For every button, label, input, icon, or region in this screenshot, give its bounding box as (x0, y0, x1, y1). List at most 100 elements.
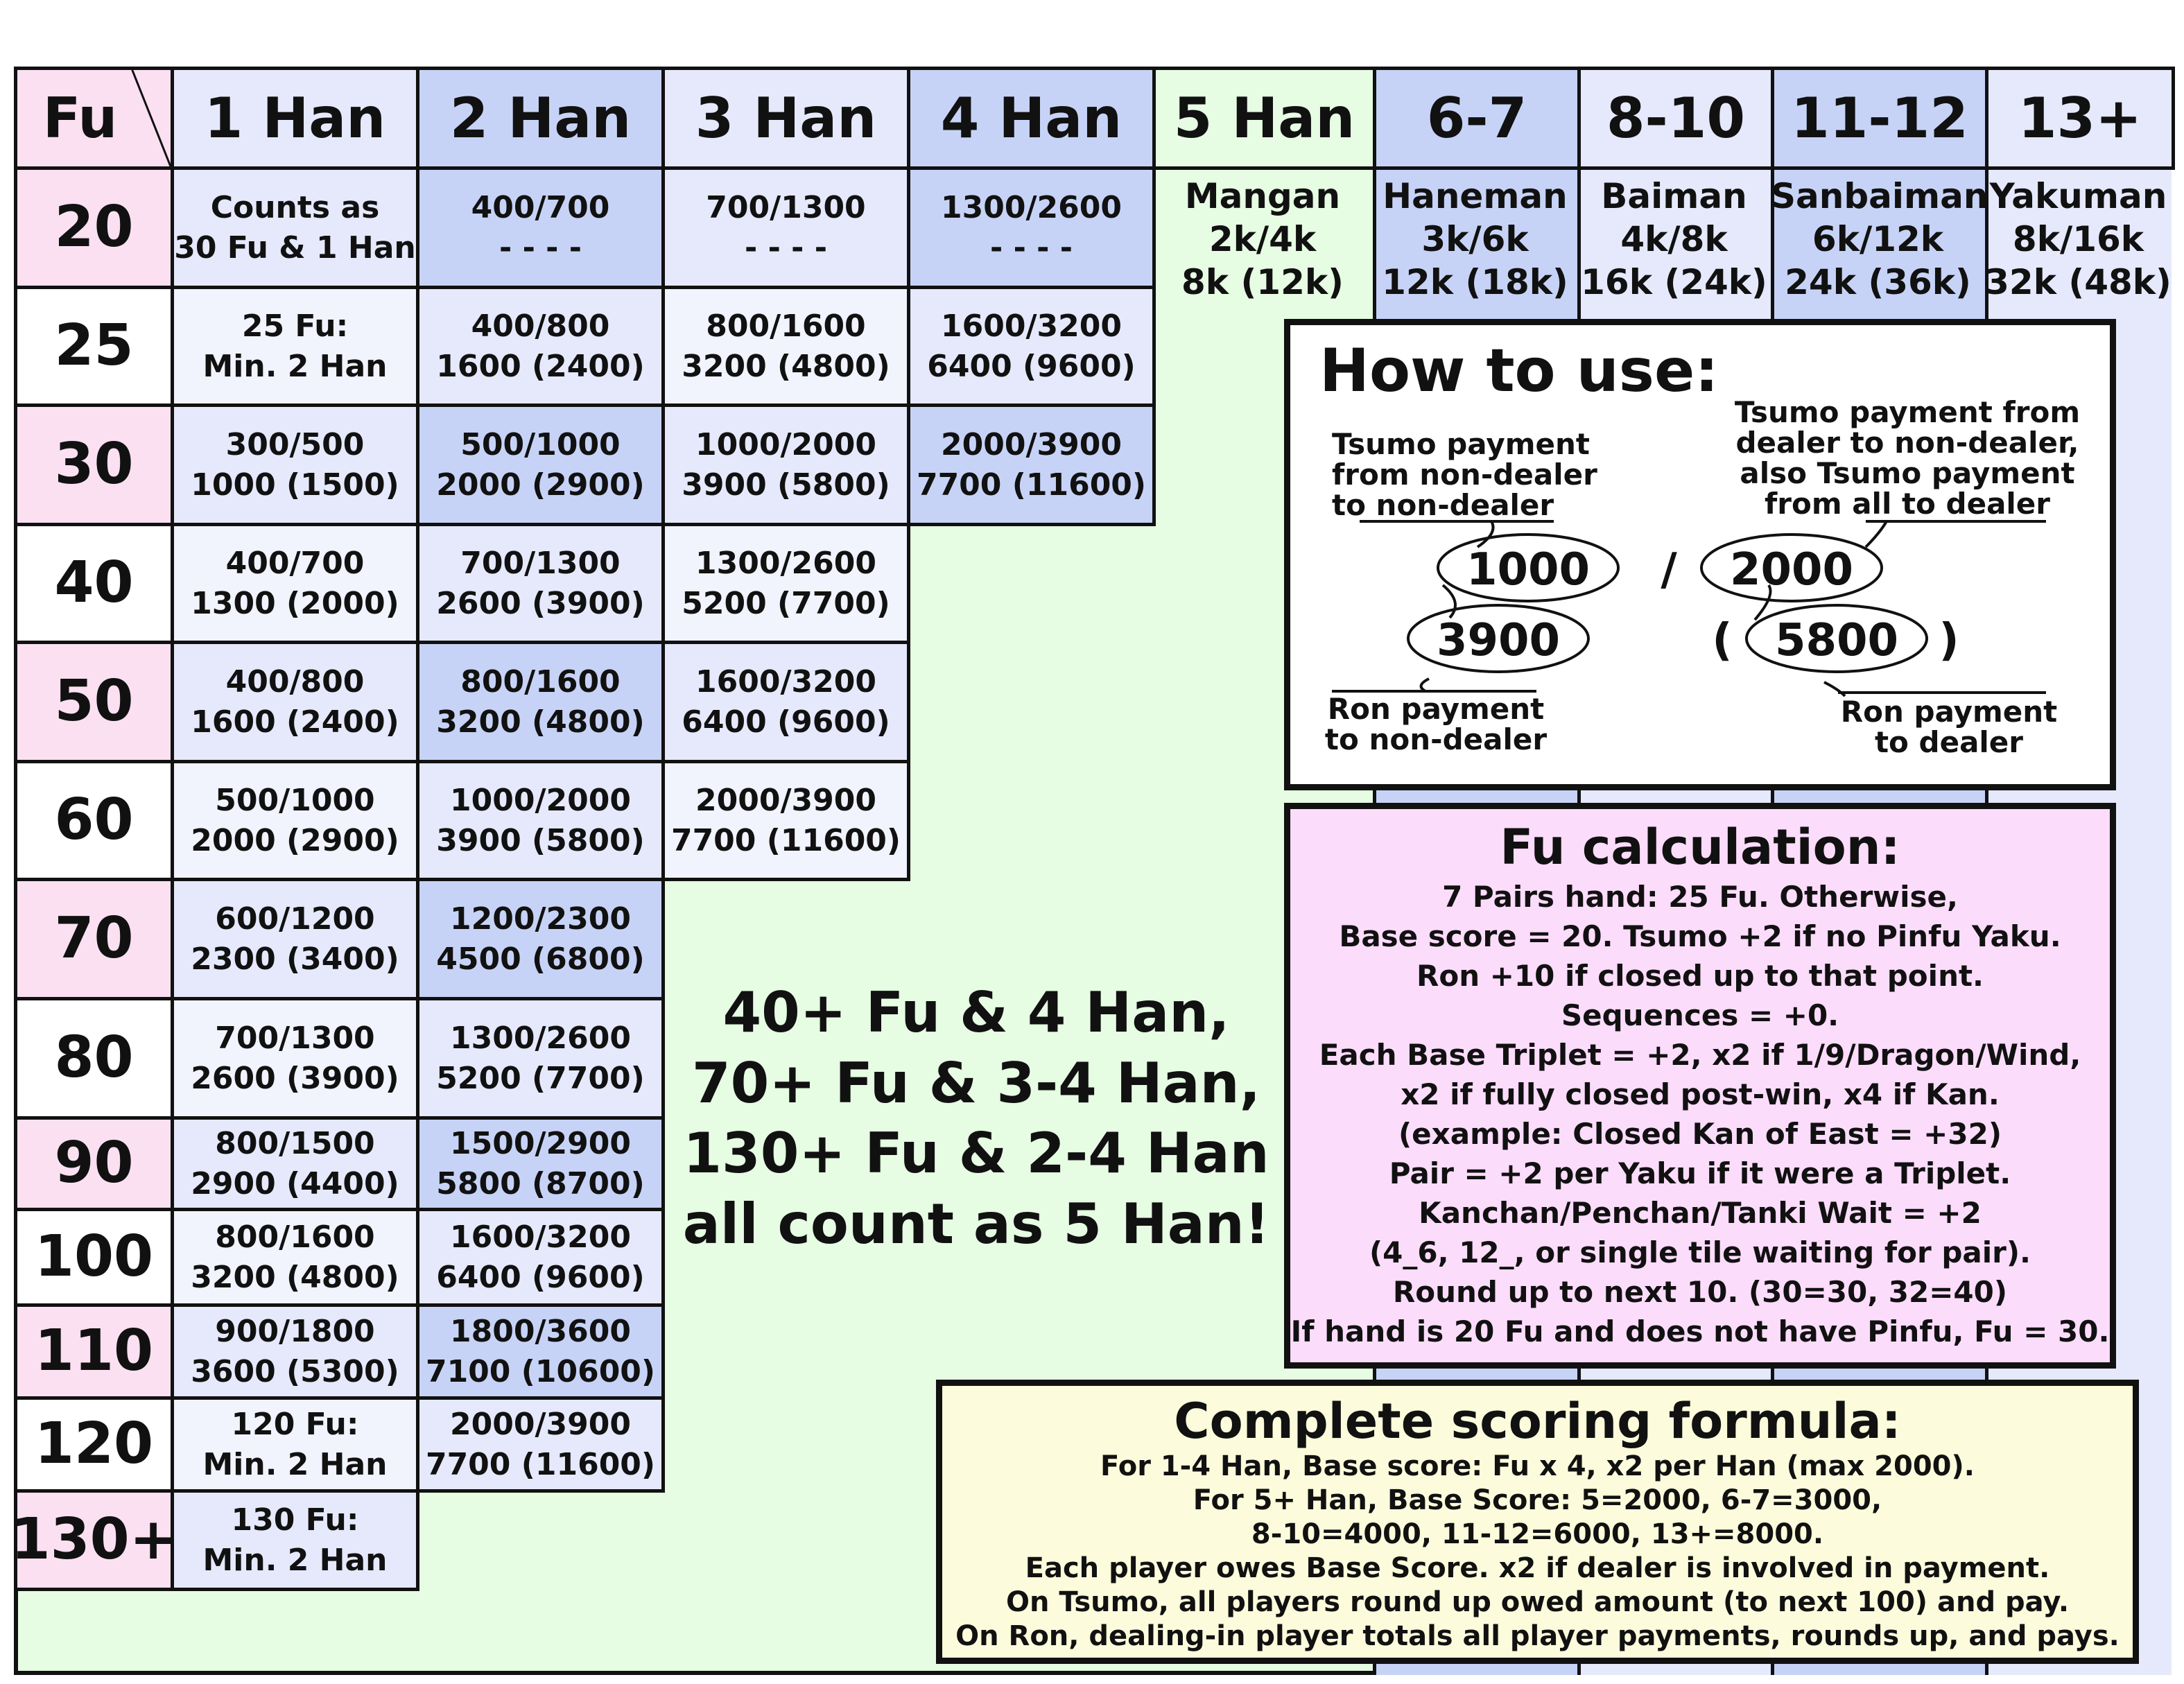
score-cell: 800/1600 3200 (4800) (171, 1208, 419, 1307)
open-paren-glyph: ( (1712, 615, 1733, 666)
formula-rule-line: For 5+ Han, Base Score: 5=2000, 6-7=3000… (1193, 1484, 1882, 1516)
score-cell-line: 1800/3600 (450, 1314, 631, 1350)
score-cell-line: 1000 (1500) (191, 467, 399, 503)
score-cell: 400/800 1600 (2400) (416, 286, 665, 407)
fu-row-label: 25 (14, 286, 174, 407)
callout-line: 40+ Fu & 4 Han, (722, 980, 1230, 1045)
score-cell: 1300/2600- - - - (907, 166, 1156, 289)
score-cell: 700/1300 2600 (3900) (171, 997, 419, 1120)
fu-rule-line: (example: Closed Kan of East = +32) (1398, 1117, 2002, 1151)
fu-rule-line: Each Base Triplet = +2, x2 if 1/9/Dragon… (1319, 1038, 2081, 1072)
how-to-use-diagram (1332, 520, 2046, 697)
score-cell-line: 1600/3200 (695, 664, 876, 700)
score-cell-line: 800/1500 (215, 1126, 375, 1162)
how-to-use-box: How to use: Tsumo payment from non-deale… (1284, 319, 2116, 790)
score-cell-line: 800/1600 (706, 309, 866, 345)
score-cell: 300/500 1000 (1500) (171, 403, 419, 526)
han-header-label: 2 Han (449, 85, 632, 150)
score-cell-line: 1300/2600 (941, 190, 1122, 226)
han-header-label: 11-12 (1791, 85, 1968, 150)
limit-tier-ron: 32k (48k) (1985, 262, 2172, 302)
han-column-header: 4 Han (907, 67, 1156, 170)
score-cell-line: 3600 (5300) (191, 1353, 399, 1389)
fu-value: 110 (34, 1318, 154, 1384)
fu-value: 90 (54, 1130, 134, 1197)
label-line: to non-dealer (1332, 488, 1554, 523)
fu-value: 40 (54, 550, 134, 616)
scoring-formula-box: Complete scoring formula: For 1-4 Han, B… (936, 1380, 2139, 1664)
fu-rule-line: Pair = +2 per Yaku if it were a Triplet. (1389, 1156, 2011, 1190)
score-cell: 1200/2300 4500 (6800) (416, 878, 665, 1000)
score-cell-line: 700/1300 (460, 546, 621, 582)
fu-value: 60 (54, 787, 134, 853)
limit-tier-payment: 8k/16k (2012, 219, 2144, 259)
score-cell: 500/1000 2000 (2900) (416, 403, 665, 526)
score-cell-line: 2000/3900 (695, 783, 876, 819)
label-ron-non-dealer: Ron payment to non-dealer (1318, 693, 1554, 755)
fu-calculation-rules: 7 Pairs hand: 25 Fu. Otherwise, Base scor… (1290, 877, 2110, 1351)
close-paren-glyph: ) (1939, 615, 1959, 666)
score-cell: 800/1600 3200 (4800) (416, 641, 665, 763)
fu-rule-line: Sequences = +0. (1561, 998, 1839, 1032)
han-column-header: 6-7 (1373, 67, 1581, 170)
fu-value: 25 (54, 313, 134, 379)
score-cell-line: 6400 (9600) (436, 1259, 645, 1295)
score-cell: 1300/2600 5200 (7700) (416, 997, 665, 1120)
fu-row-label: 100 (14, 1208, 174, 1307)
fu-rule-line: Round up to next 10. (30=30, 32=40) (1392, 1275, 2008, 1309)
score-cell-line: 5200 (7700) (436, 1060, 645, 1096)
formula-rule-line: Each player owes Base Score. x2 if deale… (1025, 1552, 2050, 1584)
score-cell-line: 3200 (4800) (191, 1259, 399, 1295)
score-cell-line: 4500 (6800) (436, 941, 645, 977)
score-cell-line: 500/1000 (460, 427, 621, 463)
fu-value: 130+ (10, 1507, 177, 1573)
label-tsumo-dealer: Tsumo payment from dealer to non-dealer,… (1734, 397, 2081, 519)
limit-tier-ron: 12k (18k) (1382, 262, 1568, 302)
formula-rule-line: 8-10=4000, 11-12=6000, 13+=8000. (1251, 1518, 1824, 1550)
limit-tier-name: Sanbaiman (1771, 176, 1988, 216)
score-cell-line: 900/1800 (215, 1314, 375, 1350)
fu-calculation-box: Fu calculation: 7 Pairs hand: 25 Fu. Oth… (1284, 803, 2116, 1369)
score-cell-line: 1600 (2400) (191, 704, 399, 740)
score-cell: Counts as 30 Fu & 1 Han (171, 166, 419, 289)
score-cell-line: 400/700 (225, 546, 365, 582)
header-divider-icon (17, 70, 171, 166)
score-cell: 25 Fu: Min. 2 Han (171, 286, 419, 407)
label-line: Ron payment (1840, 695, 2058, 729)
score-cell-line: 2300 (3400) (191, 941, 399, 977)
han-header-label: 1 Han (204, 85, 386, 150)
score-cell: 2000/3900 7700 (11600) (661, 760, 910, 881)
fu-rule-line: x2 if fully closed post-win, x4 if Kan. (1401, 1077, 2000, 1111)
callout-line: all count as 5 Han! (682, 1191, 1270, 1256)
score-cell: 1600/3200 6400 (9600) (416, 1208, 665, 1307)
value-tsumo-dealer: 2000 (1729, 544, 1854, 596)
han-column-header: 5 Han (1152, 67, 1376, 170)
score-cell-line: 400/800 (225, 664, 365, 700)
score-cell-line: 7100 (10600) (425, 1353, 656, 1389)
limit-tier: Mangan 2k/4k 8k (12k) (1152, 175, 1373, 304)
limit-tier-name: Baiman (1601, 176, 1747, 216)
score-cell: 2000/3900 7700 (11600) (416, 1396, 665, 1493)
score-cell: 1500/2900 5800 (8700) (416, 1116, 665, 1211)
score-cell: 900/1800 3600 (5300) (171, 1303, 419, 1400)
score-cell-line: 400/700 (471, 190, 610, 226)
score-cell-line: Min. 2 Han (202, 348, 388, 384)
fu-calculation-title: Fu calculation: (1500, 819, 1900, 876)
score-cell-line: 3900 (5800) (682, 467, 890, 503)
han-column-header: 1 Han (171, 67, 419, 170)
limit-tier-name: Haneman (1383, 176, 1568, 216)
fu-row-label: 20 (14, 166, 174, 289)
how-to-use-title: How to use: (1319, 336, 1719, 406)
limit-tier-payment: 4k/8k (1620, 219, 1728, 259)
fu-row-label: 60 (14, 760, 174, 881)
formula-rule-line: For 1-4 Han, Base score: Fu x 4, x2 per … (1100, 1450, 1975, 1482)
score-cell-line: - - - - (989, 229, 1073, 266)
score-cell-line: Min. 2 Han (202, 1446, 388, 1482)
score-cell-line: 7700 (11600) (425, 1446, 656, 1482)
fu-value: 50 (54, 668, 134, 735)
formula-rule-line: On Ron, dealing-in player totals all pla… (955, 1620, 2120, 1652)
han-header-label: 4 Han (940, 85, 1123, 150)
label-ron-dealer: Ron payment to dealer (1831, 695, 2067, 758)
score-cell-line: 500/1000 (215, 783, 375, 819)
fu-rule-line: (4_6, 12_, or single tile waiting for pa… (1369, 1235, 2031, 1269)
